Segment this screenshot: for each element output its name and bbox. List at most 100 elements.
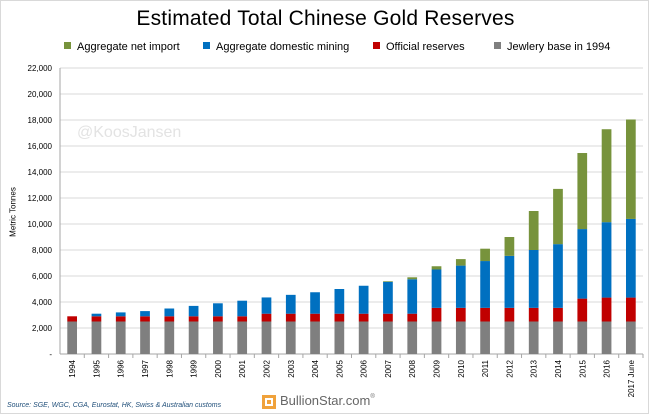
x-tick-label: 1999 bbox=[190, 359, 199, 377]
bar-official-reserves bbox=[262, 314, 272, 322]
bar-aggregate-net-import bbox=[407, 277, 417, 279]
bar-aggregate-domestic-mining bbox=[92, 314, 102, 317]
x-tick-label: 2002 bbox=[262, 359, 271, 377]
bar-official-reserves bbox=[359, 314, 369, 322]
x-tick-label: 2001 bbox=[238, 359, 247, 377]
bar-official-reserves bbox=[164, 316, 174, 321]
bar-official-reserves bbox=[383, 314, 393, 322]
bar-official-reserves bbox=[553, 308, 563, 322]
bar-official-reserves bbox=[505, 308, 515, 322]
brand-name-text: BullionStar.com bbox=[280, 393, 370, 408]
bar-jewlery-base-in-1994 bbox=[286, 322, 296, 355]
bullionstar-logo-icon bbox=[262, 395, 276, 409]
bar-aggregate-domestic-mining bbox=[577, 229, 587, 299]
y-tick-label: 8,000 bbox=[32, 246, 53, 255]
bar-aggregate-domestic-mining bbox=[553, 244, 563, 308]
bar-aggregate-domestic-mining bbox=[505, 256, 515, 308]
x-tick-label: 2010 bbox=[457, 359, 466, 377]
x-tick-label: 2011 bbox=[481, 359, 490, 377]
bar-jewlery-base-in-1994 bbox=[432, 322, 442, 355]
bar-jewlery-base-in-1994 bbox=[456, 322, 466, 355]
watermark: @KoosJansen bbox=[77, 124, 181, 142]
y-axis-title: Metric Tonnes bbox=[9, 187, 18, 237]
bar-aggregate-domestic-mining bbox=[213, 303, 223, 316]
x-tick-label: 1996 bbox=[117, 359, 126, 377]
x-tick-label: 1994 bbox=[68, 359, 77, 377]
x-tick-label: 2006 bbox=[360, 359, 369, 377]
bar-official-reserves bbox=[480, 308, 490, 322]
bar-aggregate-domestic-mining bbox=[383, 282, 393, 314]
x-tick-label: 2016 bbox=[603, 359, 612, 377]
bar-jewlery-base-in-1994 bbox=[262, 322, 272, 355]
bar-aggregate-domestic-mining bbox=[602, 222, 612, 297]
x-tick-label: 2003 bbox=[287, 359, 296, 377]
bar-aggregate-domestic-mining bbox=[189, 306, 199, 316]
bar-aggregate-net-import bbox=[432, 266, 442, 269]
bar-aggregate-domestic-mining bbox=[286, 295, 296, 314]
x-tick-label: 2014 bbox=[554, 359, 563, 377]
bar-aggregate-domestic-mining bbox=[164, 309, 174, 317]
bar-official-reserves bbox=[140, 316, 150, 321]
y-tick-label: 20,000 bbox=[28, 90, 53, 99]
bar-jewlery-base-in-1994 bbox=[116, 322, 126, 355]
bar-official-reserves bbox=[334, 314, 344, 322]
bar-jewlery-base-in-1994 bbox=[529, 322, 539, 355]
bar-aggregate-net-import bbox=[577, 153, 587, 229]
bar-jewlery-base-in-1994 bbox=[480, 322, 490, 355]
bar-aggregate-net-import bbox=[456, 259, 466, 266]
bar-jewlery-base-in-1994 bbox=[140, 322, 150, 355]
bar-aggregate-domestic-mining bbox=[359, 286, 369, 314]
bar-jewlery-base-in-1994 bbox=[237, 322, 247, 355]
bar-jewlery-base-in-1994 bbox=[602, 322, 612, 355]
bar-official-reserves bbox=[116, 316, 126, 321]
bar-official-reserves bbox=[92, 316, 102, 321]
bar-aggregate-domestic-mining bbox=[262, 297, 272, 313]
bar-aggregate-domestic-mining bbox=[116, 312, 126, 316]
bar-official-reserves bbox=[310, 314, 320, 322]
x-tick-label: 2004 bbox=[311, 359, 320, 377]
bar-official-reserves bbox=[529, 308, 539, 322]
bar-jewlery-base-in-1994 bbox=[189, 322, 199, 355]
x-tick-label: 2005 bbox=[335, 359, 344, 377]
bar-official-reserves bbox=[626, 298, 636, 322]
bar-aggregate-net-import bbox=[480, 249, 490, 261]
x-tick-label: 2008 bbox=[408, 359, 417, 377]
y-tick-label: 10,000 bbox=[28, 220, 53, 229]
bar-jewlery-base-in-1994 bbox=[334, 322, 344, 355]
bar-official-reserves bbox=[456, 308, 466, 322]
bar-jewlery-base-in-1994 bbox=[553, 322, 563, 355]
bar-aggregate-net-import bbox=[602, 129, 612, 222]
bar-jewlery-base-in-1994 bbox=[407, 322, 417, 355]
bar-aggregate-net-import bbox=[383, 281, 393, 282]
brand-registered-mark: ® bbox=[370, 394, 374, 400]
y-tick-label: - bbox=[49, 350, 52, 359]
x-tick-label: 2000 bbox=[214, 359, 223, 377]
x-tick-label: 2012 bbox=[505, 359, 514, 377]
x-tick-label: 2017 June bbox=[627, 359, 636, 397]
bar-aggregate-domestic-mining bbox=[237, 301, 247, 317]
x-tick-label: 2013 bbox=[530, 359, 539, 377]
bar-official-reserves bbox=[189, 316, 199, 321]
y-tick-label: 4,000 bbox=[32, 298, 53, 307]
bar-aggregate-net-import bbox=[505, 237, 515, 256]
bar-aggregate-domestic-mining bbox=[334, 289, 344, 314]
bar-official-reserves bbox=[602, 298, 612, 322]
bar-official-reserves bbox=[213, 316, 223, 321]
bar-aggregate-domestic-mining bbox=[626, 219, 636, 298]
y-tick-label: 6,000 bbox=[32, 272, 53, 281]
x-tick-label: 1997 bbox=[141, 359, 150, 377]
bar-aggregate-net-import bbox=[553, 189, 563, 244]
y-tick-label: 18,000 bbox=[28, 116, 53, 125]
x-tick-label: 2009 bbox=[433, 359, 442, 377]
bar-aggregate-domestic-mining bbox=[456, 266, 466, 308]
bar-jewlery-base-in-1994 bbox=[505, 322, 515, 355]
bar-aggregate-domestic-mining bbox=[529, 250, 539, 308]
bar-jewlery-base-in-1994 bbox=[310, 322, 320, 355]
bar-official-reserves bbox=[432, 308, 442, 322]
bar-aggregate-domestic-mining bbox=[407, 279, 417, 313]
bar-aggregate-domestic-mining bbox=[480, 261, 490, 308]
bar-official-reserves bbox=[67, 316, 77, 321]
x-tick-label: 1995 bbox=[92, 359, 101, 377]
bar-aggregate-net-import bbox=[626, 119, 636, 218]
chart-plot: -2,0004,0006,0008,00010,00012,00014,0001… bbox=[0, 0, 651, 416]
